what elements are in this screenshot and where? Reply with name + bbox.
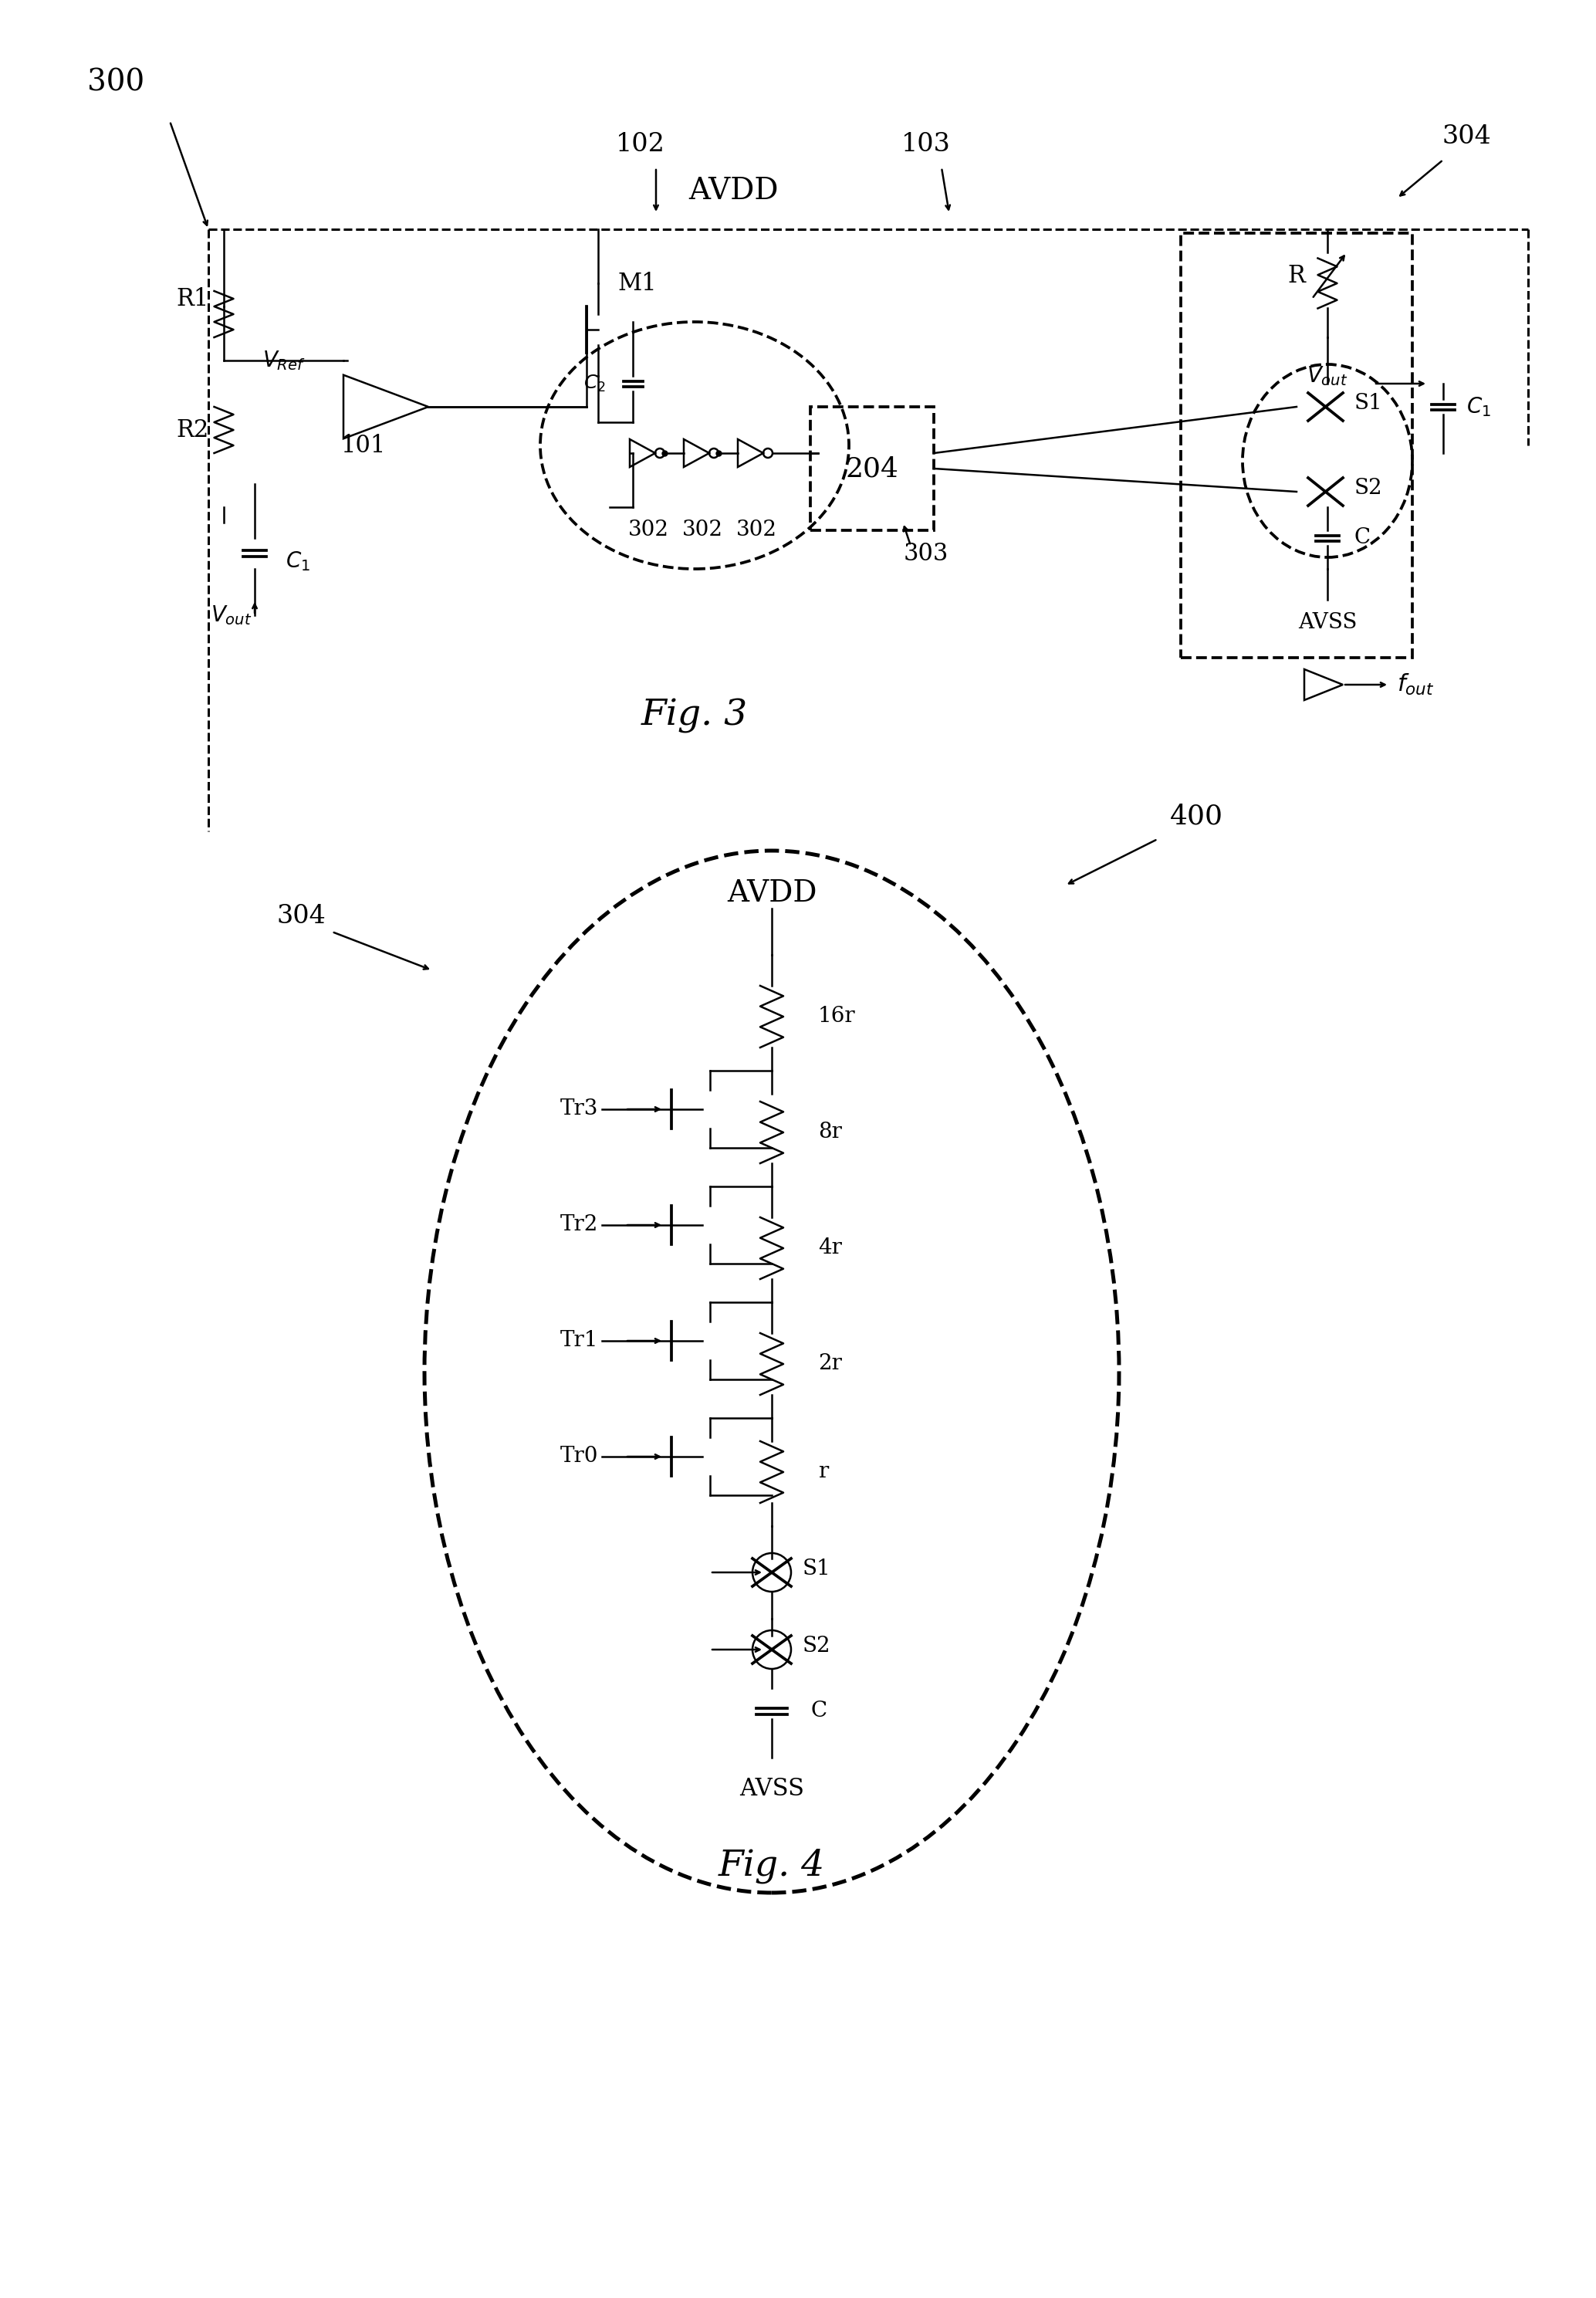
Text: 400: 400 [1170, 802, 1223, 830]
Text: Fig. 3: Fig. 3 [642, 699, 749, 733]
Text: 304: 304 [276, 903, 326, 928]
Text: 101: 101 [340, 434, 385, 457]
Text: $C_1$: $C_1$ [286, 549, 310, 572]
Bar [1181, 232, 1412, 657]
Text: 302: 302 [736, 519, 777, 540]
Text: 204: 204 [846, 455, 899, 483]
Text: AVSS: AVSS [739, 1776, 804, 1802]
Text: $V_{out}$: $V_{out}$ [211, 604, 252, 627]
Text: R: R [1288, 264, 1306, 287]
Text: R1: R1 [177, 287, 209, 310]
Text: Tr1: Tr1 [560, 1331, 598, 1351]
Text: M1: M1 [618, 271, 656, 294]
Text: 8r: 8r [819, 1121, 843, 1142]
Text: 303: 303 [903, 542, 948, 565]
Text: 300: 300 [88, 69, 144, 97]
Text: S2: S2 [1355, 478, 1382, 499]
Text: S2: S2 [803, 1636, 832, 1657]
Text: r: r [819, 1462, 828, 1482]
Text: AVSS: AVSS [1298, 614, 1357, 634]
Text: S1: S1 [803, 1558, 832, 1579]
Text: C: C [811, 1701, 827, 1721]
Text: 16r: 16r [819, 1007, 855, 1027]
Text: C: C [1355, 529, 1371, 549]
Text: Tr0: Tr0 [560, 1445, 598, 1466]
Text: Tr3: Tr3 [560, 1098, 598, 1119]
Text: $V_{out}$: $V_{out}$ [1307, 365, 1349, 388]
Bar [811, 407, 934, 531]
Text: $C_1$: $C_1$ [1467, 395, 1491, 418]
Text: 302: 302 [681, 519, 723, 540]
Text: 103: 103 [902, 131, 951, 156]
Text: 304: 304 [1441, 124, 1491, 149]
Text: 102: 102 [616, 131, 666, 156]
Text: Fig. 4: Fig. 4 [718, 1848, 825, 1884]
Text: $C_2$: $C_2$ [584, 375, 606, 393]
Text: 302: 302 [627, 519, 669, 540]
Text: Tr2: Tr2 [560, 1216, 598, 1236]
Text: AVDD: AVDD [688, 177, 779, 205]
Text: $f_{out}$: $f_{out}$ [1396, 673, 1435, 696]
Text: $V_{Ref}$: $V_{Ref}$ [262, 349, 305, 372]
Text: 2r: 2r [819, 1354, 843, 1374]
Text: S1: S1 [1355, 393, 1382, 414]
Text: AVDD: AVDD [726, 878, 817, 908]
Text: 4r: 4r [819, 1239, 843, 1259]
Text: R2: R2 [177, 418, 209, 441]
